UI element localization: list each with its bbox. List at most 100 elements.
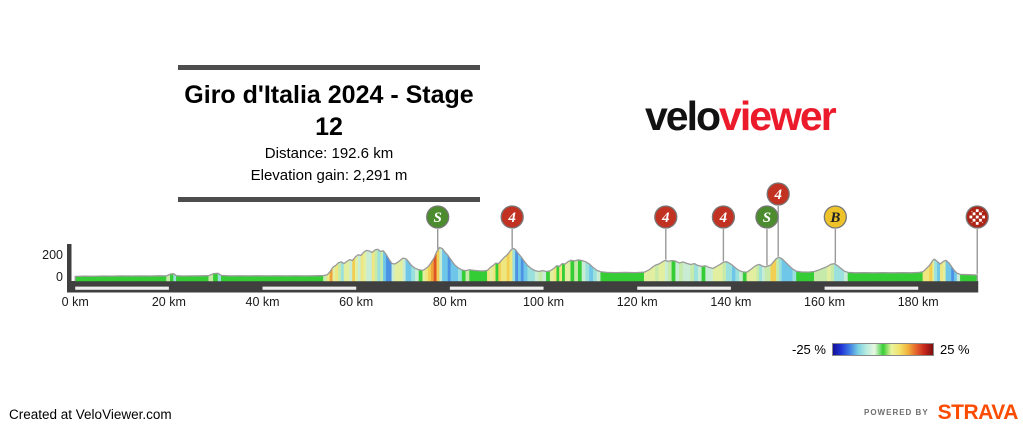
marker-sprint: S (755, 205, 779, 229)
profile-segment (402, 257, 407, 282)
profile-segment (346, 259, 350, 282)
profile-segment (369, 250, 373, 282)
x-tick-label: 160 km (804, 295, 845, 309)
profile-segment (807, 271, 815, 282)
profile-segment (266, 275, 277, 282)
profile-segment (574, 259, 579, 282)
profile-segment (442, 247, 446, 282)
profile-segment (694, 263, 699, 282)
scale-bar-segment (449, 286, 544, 290)
profile-segment (546, 270, 551, 282)
profile-segment (515, 248, 519, 282)
y-tick-label: 200 (42, 248, 63, 262)
profile-segment (192, 275, 202, 282)
profile-segment (901, 272, 912, 282)
profile-area (74, 246, 978, 282)
marker-label: 4 (507, 210, 516, 226)
marker-finish (965, 205, 989, 229)
profile-segment (518, 252, 522, 282)
profile-segment (131, 275, 142, 282)
profile-segment (945, 259, 949, 282)
profile-segment (383, 250, 387, 282)
profile-segment (140, 275, 151, 282)
profile-segment (465, 269, 470, 282)
x-tick-label: 100 km (523, 295, 564, 309)
gradient-legend: -25 % 25 % (792, 342, 970, 357)
profile-segment (567, 259, 571, 282)
profile-outline (74, 246, 978, 281)
profile-segment (444, 251, 449, 282)
profile-segment (509, 247, 513, 282)
profile-segment (742, 271, 748, 282)
profile-segment (501, 256, 505, 282)
profile-segment (701, 265, 706, 282)
profile-segment (725, 261, 730, 282)
profile-segment (682, 261, 688, 282)
logo-viewer-text: viewer (719, 93, 837, 139)
profile-segment (469, 269, 475, 282)
marker-cat4: 4 (711, 205, 736, 229)
profile-segment (756, 264, 760, 282)
profile-segment (338, 261, 342, 282)
profile-segment (697, 265, 703, 282)
marker-label: S (434, 210, 442, 226)
profile-segment (436, 246, 440, 282)
profile-segment (690, 263, 695, 282)
profile-segment (873, 272, 884, 282)
legend-max-label: 25 % (939, 342, 970, 357)
profile-segment (918, 271, 924, 282)
title-divider-bottom (178, 197, 480, 202)
profile-segment (830, 263, 835, 282)
strava-attribution: POWERED BY STRAVA (864, 402, 1018, 423)
profile-segment (960, 274, 966, 282)
profile-segment (705, 265, 710, 282)
route-markers: S 4 4 4 S4B (426, 182, 989, 275)
profile-segment (340, 261, 345, 282)
profile-segment (276, 275, 287, 282)
profile-segment (360, 251, 364, 282)
stage-title: Giro d'Italia 2024 - Stage 12 (184, 81, 474, 141)
profile-segment (534, 270, 540, 282)
profile-segment (634, 271, 645, 282)
profile-segment (349, 259, 353, 282)
profile-segment (709, 267, 714, 282)
profile-segment (882, 272, 893, 282)
credit-text: Created at VeloViewer.com (9, 407, 172, 422)
profile-segment (380, 250, 384, 282)
scale-bar-segment (824, 286, 919, 290)
profile-segment (355, 254, 359, 282)
legend-min-label: -25 % (792, 342, 826, 357)
x-tick-label: 0 km (62, 295, 89, 309)
marker-cat4: 4 (500, 205, 524, 229)
x-tick-label: 180 km (898, 295, 939, 309)
stage-title-block: Giro d'Italia 2024 - Stage 12 Distance: … (178, 65, 480, 202)
veloviewer-logo: veloviewer (645, 93, 837, 139)
profile-segment (257, 275, 268, 282)
marker-bonus: B (823, 205, 847, 229)
profile-segment (556, 265, 560, 282)
profile-segment (722, 261, 727, 282)
profile-segment (418, 269, 423, 282)
profile-segment (716, 264, 720, 282)
profile-segment (847, 272, 856, 282)
marker-cat4: 4 (654, 205, 678, 229)
profile-segment (665, 259, 669, 282)
profile-segment (363, 249, 367, 282)
profile-segment (399, 257, 404, 282)
profile-segment (391, 263, 395, 282)
profile-segment (719, 262, 724, 282)
profile-segment (377, 248, 381, 282)
scale-bar-segment (637, 286, 731, 290)
profile-segment (776, 257, 780, 282)
profile-segment (606, 272, 617, 282)
profile-segment (506, 250, 511, 282)
profile-segment (357, 254, 362, 282)
x-tick-label: 60 km (339, 295, 373, 309)
y-tick-label: 0 (56, 270, 63, 284)
profile-segment (182, 275, 193, 282)
profile-segment (562, 263, 566, 282)
profile-segment (661, 259, 666, 282)
distance-scale-segments (75, 286, 919, 290)
x-axis-labels: 0 km 20 km 40 km 60 km 80 km 100 km 120 km 140 … (62, 295, 939, 309)
